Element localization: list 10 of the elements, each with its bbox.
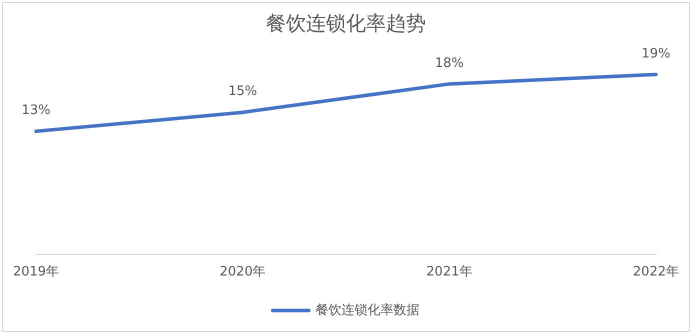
- x-tick-label: 2022年: [632, 264, 680, 280]
- data-label: 15%: [228, 84, 258, 100]
- legend-label: 餐饮连锁化率数据: [315, 302, 420, 318]
- x-tick-label: 2021年: [426, 264, 472, 280]
- data-label: 19%: [642, 46, 670, 62]
- data-label: 18%: [434, 56, 464, 71]
- x-tick-label: 2020年: [220, 264, 266, 280]
- chart-title: 餐饮连锁化率趋势: [266, 11, 426, 36]
- x-tick-label: 2019年: [12, 264, 60, 280]
- data-label: 13%: [22, 103, 50, 118]
